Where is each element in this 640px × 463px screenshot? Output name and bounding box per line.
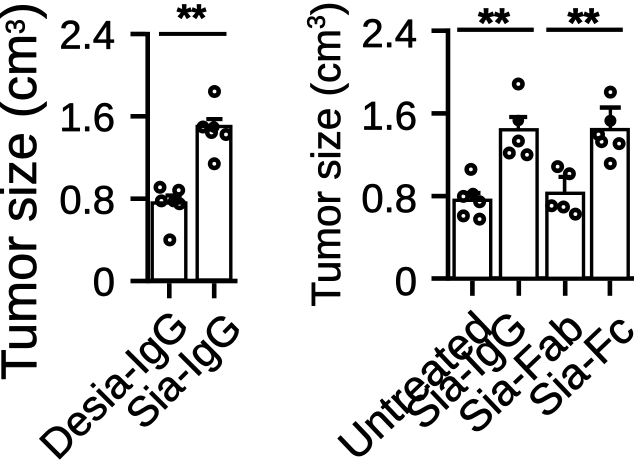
svg-text:2.4: 2.4 — [361, 12, 417, 56]
svg-text:0: 0 — [93, 261, 115, 305]
svg-text:2.4: 2.4 — [59, 14, 115, 58]
svg-text:**: ** — [568, 0, 600, 46]
svg-text:0.8: 0.8 — [361, 177, 417, 221]
svg-text:1.6: 1.6 — [59, 96, 115, 140]
svg-text:0: 0 — [395, 260, 417, 304]
svg-text:**: ** — [177, 0, 207, 40]
svg-text:Tumor size (cm3): Tumor size (cm3) — [303, 2, 349, 307]
svg-text:1.6: 1.6 — [361, 95, 417, 139]
svg-text:Tumor size (cm3): Tumor size (cm3) — [0, 2, 47, 380]
svg-text:**: ** — [478, 0, 510, 46]
svg-text:0.8: 0.8 — [59, 178, 115, 222]
